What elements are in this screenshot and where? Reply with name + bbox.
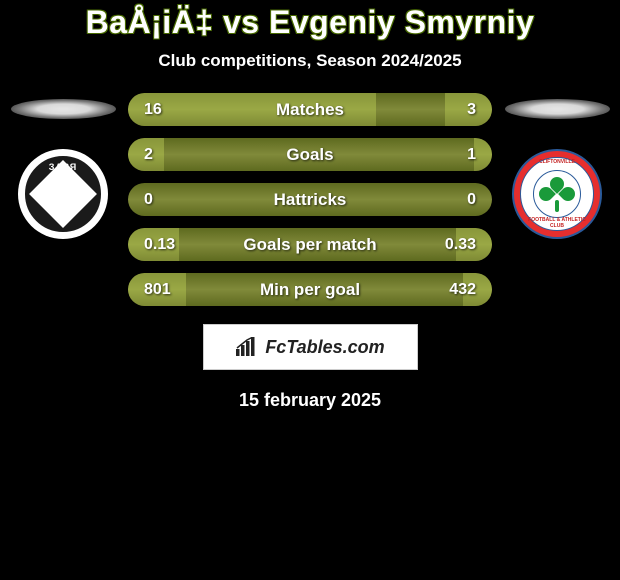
source-logo: FcTables.com — [203, 324, 418, 370]
stat-bar-fill-left — [128, 93, 376, 126]
team-badge-right: CLIFTONVILLE FOOTBALL & ATHLETIC CLUB — [512, 149, 602, 239]
infographic-root: BaÅ¡iÄ‡ vs Evgeniy Smyrniy Club competit… — [0, 0, 620, 411]
badge-right-ring: CLIFTONVILLE FOOTBALL & ATHLETIC CLUB — [520, 157, 594, 231]
stat-value-right: 0 — [467, 183, 476, 216]
date-line: 15 february 2025 — [0, 390, 620, 411]
stat-bar: 2 1Goals — [128, 138, 492, 171]
left-column: ЗАРЯ ЛУГАНСК — [8, 93, 118, 239]
stat-bar: 0.13 0.33Goals per match — [128, 228, 492, 261]
main-row: ЗАРЯ ЛУГАНСК 163Matches21Goals00Hattrick… — [0, 93, 620, 306]
stat-value-left: 16 — [144, 93, 162, 126]
stat-value-right: 3 — [467, 93, 476, 126]
player-placeholder-left — [11, 99, 116, 119]
right-column: CLIFTONVILLE FOOTBALL & ATHLETIC CLUB — [502, 93, 612, 239]
subtitle: Club competitions, Season 2024/2025 — [0, 51, 620, 71]
stat-value-right: 432 — [449, 273, 476, 306]
badge-right-text-bottom: FOOTBALL & ATHLETIC CLUB — [521, 217, 593, 229]
source-logo-text: FcTables.com — [265, 337, 384, 358]
team-badge-left: ЗАРЯ ЛУГАНСК — [18, 149, 108, 239]
badge-left-text-bottom: ЛУГАНСК — [25, 210, 101, 216]
stat-value-right: 0.33 — [445, 228, 476, 261]
page-title: BaÅ¡iÄ‡ vs Evgeniy Smyrniy — [0, 4, 620, 41]
shamrock-icon — [542, 179, 572, 209]
stats-column: 163Matches21Goals00Hattricks0.130.33Goal… — [128, 93, 492, 306]
stat-value-left: 2 — [144, 138, 153, 171]
bar-chart-icon — [235, 337, 259, 357]
stat-bar: 0 0Hattricks — [128, 183, 492, 216]
stat-value-left: 0 — [144, 183, 153, 216]
stat-label: Hattricks — [128, 183, 492, 216]
stat-value-left: 0.13 — [144, 228, 175, 261]
badge-right-center — [533, 170, 581, 218]
stat-label: Goals — [128, 138, 492, 171]
stat-value-right: 1 — [467, 138, 476, 171]
player-placeholder-right — [505, 99, 610, 119]
stat-bar: 163Matches — [128, 93, 492, 126]
badge-right-text-top: CLIFTONVILLE — [521, 159, 593, 165]
stat-label: Goals per match — [128, 228, 492, 261]
stat-bar-fill-right — [474, 138, 492, 171]
badge-left-inner: ЗАРЯ ЛУГАНСК — [24, 155, 102, 233]
stat-value-left: 801 — [144, 273, 171, 306]
stat-bar: 801432Min per goal — [128, 273, 492, 306]
